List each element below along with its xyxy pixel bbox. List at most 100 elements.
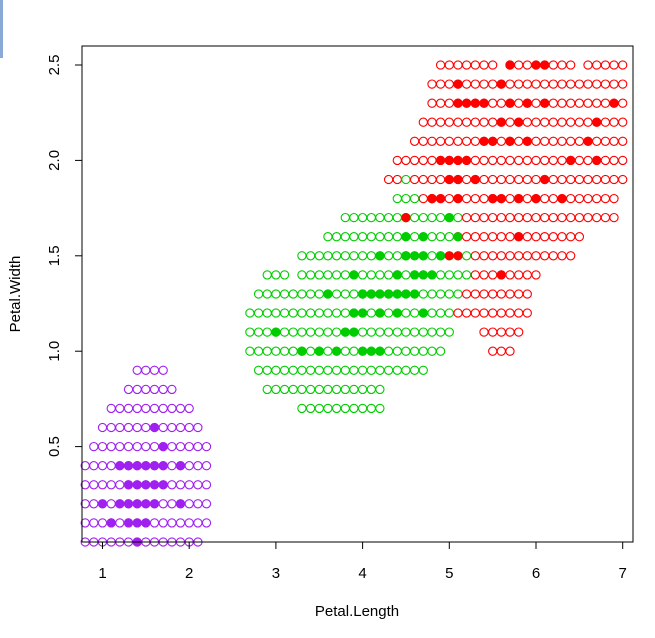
grid-point-setosa (167, 403, 177, 414)
grid-point-virginica (514, 251, 524, 261)
grid-point-versicolor (392, 365, 402, 375)
grid-point-virginica (548, 136, 558, 146)
grid-point-virginica (427, 98, 437, 108)
grid-point-setosa (89, 480, 99, 490)
observation-point-versicolor (332, 346, 342, 356)
grid-point-virginica (435, 174, 446, 185)
grid-point-virginica (540, 136, 550, 146)
grid-point-versicolor (331, 327, 342, 337)
grid-point-versicolor (401, 365, 411, 375)
grid-point-virginica (592, 174, 602, 185)
grid-point-versicolor (271, 384, 281, 395)
grid-point-virginica (557, 79, 567, 89)
grid-point-virginica (496, 327, 506, 337)
x-tick-label: 1 (98, 565, 106, 582)
observation-point-versicolor (418, 308, 428, 318)
grid-point-virginica (609, 155, 619, 166)
grid-point-versicolor (375, 403, 385, 414)
grid-point-versicolor (305, 346, 316, 356)
grid-point-virginica (566, 174, 576, 185)
grid-point-virginica (461, 193, 472, 204)
grid-point-virginica (600, 155, 611, 166)
grid-point-virginica (609, 117, 619, 127)
grid-point-versicolor (245, 327, 255, 337)
grid-point-versicolor (331, 384, 342, 395)
grid-point-versicolor (401, 174, 411, 185)
grid-point-virginica (435, 60, 446, 70)
grid-point-versicolor (409, 193, 420, 204)
observation-point-virginica (436, 155, 446, 165)
observation-point-setosa (123, 480, 134, 490)
grid-point-setosa (158, 499, 168, 509)
grid-point-virginica (609, 174, 619, 185)
grid-point-setosa (167, 461, 177, 471)
grid-point-virginica (479, 174, 489, 185)
observation-point-versicolor (323, 289, 333, 299)
grid-point-versicolor (305, 403, 316, 414)
grid-point-virginica (540, 79, 550, 89)
grid-point-virginica (418, 136, 428, 146)
grid-point-virginica (505, 289, 515, 299)
observation-point-setosa (132, 461, 142, 471)
grid-point-versicolor (331, 251, 342, 261)
grid-point-setosa (97, 518, 108, 528)
grid-point-virginica (522, 308, 532, 318)
observation-point-virginica (470, 174, 480, 185)
grid-point-virginica (574, 79, 585, 89)
grid-point-versicolor (409, 212, 420, 223)
grid-point-versicolor (279, 365, 290, 375)
grid-point-versicolor (453, 270, 463, 280)
grid-point-virginica (600, 60, 611, 70)
y-tick-label: 0.5 (46, 436, 63, 457)
grid-point-virginica (531, 155, 541, 166)
grid-point-setosa (141, 403, 151, 414)
grid-point-virginica (609, 136, 619, 146)
observation-point-versicolor (349, 308, 359, 318)
grid-point-versicolor (323, 403, 333, 414)
grid-point-setosa (97, 480, 108, 490)
grid-point-versicolor (375, 327, 385, 337)
grid-point-versicolor (366, 384, 376, 395)
grid-point-versicolor (435, 232, 446, 242)
grid-point-versicolor (349, 289, 359, 299)
grid-point-virginica (496, 346, 506, 356)
grid-point-setosa (115, 441, 125, 452)
x-axis-title: Petal.Length (315, 603, 399, 620)
grid-point-virginica (505, 270, 515, 280)
observation-point-virginica (453, 98, 463, 108)
grid-point-setosa (141, 422, 151, 433)
grid-point-versicolor (401, 308, 411, 318)
grid-point-versicolor (305, 251, 316, 261)
observation-point-versicolor (271, 327, 281, 337)
observation-point-versicolor (410, 251, 420, 261)
grid-point-versicolor (297, 308, 307, 318)
grid-point-versicolor (297, 327, 307, 337)
grid-point-virginica (531, 136, 541, 146)
grid-point-versicolor (357, 212, 368, 223)
grid-point-virginica (531, 79, 541, 89)
grid-point-virginica (505, 251, 515, 261)
grid-point-virginica (470, 289, 480, 299)
observation-point-virginica (522, 98, 532, 108)
grid-point-versicolor (392, 346, 402, 356)
grid-point-versicolor (314, 289, 324, 299)
grid-point-versicolor (444, 289, 454, 299)
grid-point-virginica (618, 79, 628, 89)
observation-point-setosa (149, 480, 160, 490)
grid-point-versicolor (245, 308, 255, 318)
observations-layer (97, 60, 619, 547)
grid-point-setosa (89, 441, 99, 452)
grid-point-virginica (470, 251, 480, 261)
grid-point-virginica (566, 98, 576, 108)
observation-point-setosa (123, 499, 134, 509)
observation-point-setosa (115, 499, 125, 509)
grid-point-virginica (470, 212, 480, 223)
grid-point-versicolor (297, 365, 307, 375)
grid-point-virginica (470, 308, 480, 318)
grid-point-setosa (193, 480, 203, 490)
grid-point-virginica (548, 117, 558, 127)
grid-point-versicolor (288, 365, 298, 375)
grid-point-versicolor (323, 251, 333, 261)
grid-point-virginica (401, 155, 411, 166)
grid-point-virginica (444, 98, 454, 108)
